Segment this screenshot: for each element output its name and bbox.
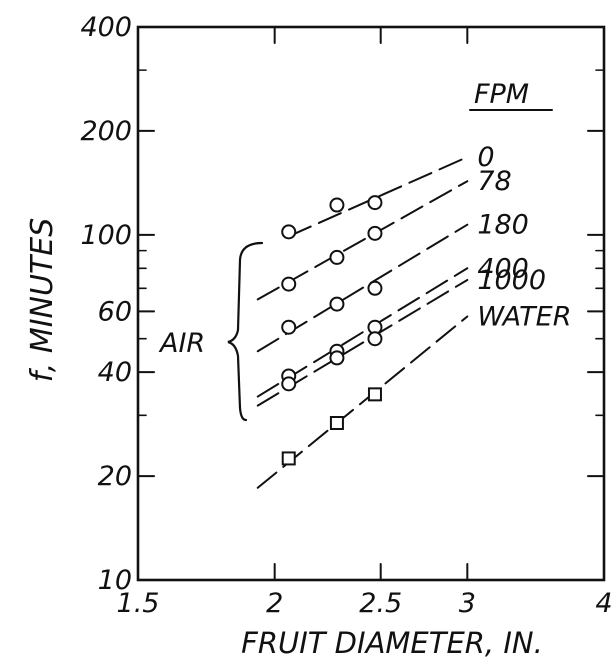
series-label: 400: [477, 253, 529, 284]
data-point-circle: [281, 376, 297, 392]
series-label: 1000: [477, 265, 546, 296]
data-point-circle: [329, 296, 345, 312]
x-tick-label: 4: [595, 588, 612, 619]
data-point-circle: [367, 280, 383, 296]
data-point-circle: [281, 224, 297, 240]
legend-title: FPM: [474, 79, 529, 110]
x-axis-title: FRUIT DIAMETER, IN.: [241, 626, 543, 660]
y-tick-label: 400: [80, 12, 132, 43]
data-point-square: [367, 387, 382, 402]
data-point-circle: [281, 276, 297, 292]
data-point-circle: [329, 249, 345, 265]
series-label: 78: [477, 166, 511, 197]
x-tick-label: 2.5: [359, 588, 402, 619]
series-label: WATER: [477, 301, 571, 332]
data-point-circle: [367, 225, 383, 241]
plot-frame: [136, 25, 606, 582]
x-tick-label: 2: [266, 588, 283, 619]
x-tick-label: 1.5: [117, 588, 160, 619]
series-line: [287, 156, 469, 238]
y-axis-title: f, MINUTES: [25, 218, 60, 383]
data-point-circle: [329, 350, 345, 366]
y-tick-label: 100: [80, 220, 132, 251]
x-tick-label: 3: [459, 588, 476, 619]
y-tick-label: 60: [98, 296, 132, 327]
y-tick-label: 10: [98, 565, 132, 596]
air-bracket: [227, 241, 264, 422]
air-label: AIR: [158, 328, 205, 359]
y-tick-label: 20: [98, 461, 132, 492]
data-point-circle: [329, 197, 345, 213]
data-point-circle: [367, 331, 383, 347]
data-point-square: [281, 451, 296, 466]
data-point-circle: [367, 195, 383, 211]
series-label: 0: [477, 142, 494, 173]
data-point-square: [329, 415, 344, 430]
data-point-circle: [281, 319, 297, 335]
y-tick-label: 200: [80, 116, 132, 147]
y-tick-label: 40: [98, 357, 132, 388]
series-label: 180: [477, 210, 529, 241]
